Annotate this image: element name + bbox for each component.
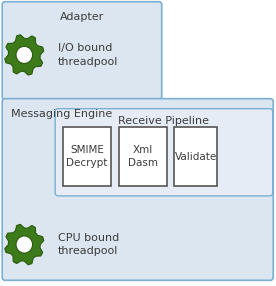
Polygon shape xyxy=(5,35,44,75)
Text: Validate: Validate xyxy=(175,152,217,162)
FancyBboxPatch shape xyxy=(55,109,273,196)
Circle shape xyxy=(16,236,33,253)
Text: SMIME
Decrypt: SMIME Decrypt xyxy=(67,145,108,168)
Text: Adapter: Adapter xyxy=(60,12,104,22)
FancyBboxPatch shape xyxy=(2,99,273,280)
Text: Xml
Dasm: Xml Dasm xyxy=(128,145,158,168)
FancyBboxPatch shape xyxy=(174,127,217,186)
Text: I/O bound
threadpool: I/O bound threadpool xyxy=(58,43,118,67)
FancyBboxPatch shape xyxy=(119,127,167,186)
Circle shape xyxy=(16,46,33,63)
FancyBboxPatch shape xyxy=(63,127,111,186)
FancyBboxPatch shape xyxy=(2,2,162,100)
Text: Receive Pipeline: Receive Pipeline xyxy=(118,116,209,126)
Text: Messaging Engine: Messaging Engine xyxy=(11,109,112,119)
Polygon shape xyxy=(5,224,44,265)
Text: CPU bound
threadpool: CPU bound threadpool xyxy=(58,233,119,256)
